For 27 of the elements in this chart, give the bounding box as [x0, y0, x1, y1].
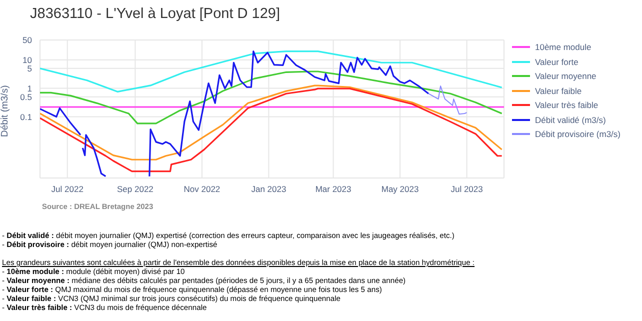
line-series: [428, 86, 468, 115]
legend-label: Valeur très faible: [535, 99, 598, 112]
x-tick-label: Jan 2023: [251, 184, 286, 194]
line-series: [40, 88, 503, 172]
legend-label: Débit provisoire (m3/s): [535, 128, 620, 141]
chart-title: J8363110 - L'Yvel à Loyat [Pont D 129]: [30, 6, 280, 22]
legend-label: 10ème module: [535, 41, 592, 54]
legend-label: Débit validé (m3/s): [535, 114, 606, 127]
line-series: [40, 70, 503, 124]
x-tick-label: Nov 2022: [184, 184, 220, 194]
legend-label: Valeur moyenne: [535, 70, 596, 83]
y-tick-label: 0.5: [20, 92, 32, 102]
line-series: [40, 50, 503, 92]
x-tick-label: Jul 2022: [51, 184, 84, 194]
x-tick-label: Mar 2023: [315, 184, 352, 194]
y-tick-label: 5: [27, 63, 32, 74]
legend-label: Valeur forte: [535, 56, 578, 68]
y-tick-label: 1: [27, 83, 32, 94]
legend-label: Valeur faible: [535, 84, 582, 98]
x-tick-label: Jul 2023: [450, 184, 484, 194]
y-tick-label: 0.1: [20, 112, 32, 122]
line-series: [40, 84, 503, 160]
y-axis-title: Débit (m3/s): [0, 85, 10, 137]
y-tick-label: 10: [22, 54, 32, 65]
x-tick-label: Sep 2022: [117, 184, 154, 194]
x-tick-label: May 2023: [381, 184, 419, 194]
y-tick-label: 50: [22, 35, 32, 46]
